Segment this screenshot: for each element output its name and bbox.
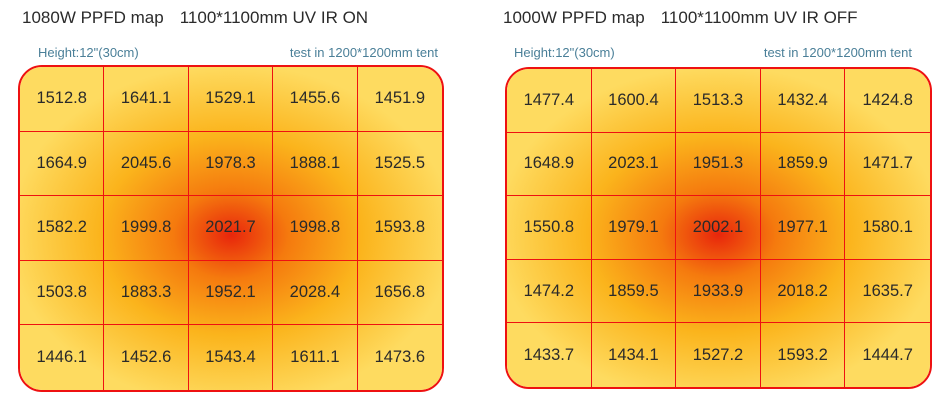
value-grid: 1477.4 1600.4 1513.3 1432.4 1424.8 1648.9 2023… xyxy=(507,69,930,387)
ppfd-cell: 1550.8 xyxy=(507,196,592,260)
ppfd-cell: 1999.8 xyxy=(104,196,189,261)
right-height-note: Height:12"(30cm) xyxy=(514,45,615,60)
value-grid: 1512.8 1641.1 1529.1 1455.6 1451.9 1664.9 2045… xyxy=(20,67,442,390)
ppfd-cell: 1611.1 xyxy=(273,325,358,390)
ppfd-cell: 1474.2 xyxy=(507,259,592,324)
ppfd-cell: 1451.9 xyxy=(357,67,442,132)
ppfd-cell: 1525.5 xyxy=(357,132,442,197)
ppfd-cell: 1434.1 xyxy=(592,323,677,387)
ppfd-cell: 1452.6 xyxy=(104,325,189,390)
right-ppfd-heatmap: 1477.4 1600.4 1513.3 1432.4 1424.8 1648.9 2023… xyxy=(505,67,932,389)
left-height-note: Height:12"(30cm) xyxy=(38,45,139,60)
left-ppfd-heatmap: 1512.8 1641.1 1529.1 1455.6 1451.9 1664.9 2045… xyxy=(18,65,444,392)
ppfd-cell: 1527.2 xyxy=(676,323,761,387)
ppfd-cell: 1432.4 xyxy=(760,69,846,133)
ppfd-cell: 1664.9 xyxy=(20,131,105,197)
ppfd-cell: 1593.8 xyxy=(357,196,442,261)
ppfd-cell: 1979.1 xyxy=(591,196,677,260)
ppfd-cell: 1543.4 xyxy=(189,325,274,390)
ppfd-cell: 1593.2 xyxy=(761,323,846,387)
ppfd-cell: 1512.8 xyxy=(20,67,105,132)
ppfd-cell: 1529.1 xyxy=(188,67,274,132)
right-panel-title: 1000W PPFD map 1100*1100mm UV IR OFF xyxy=(503,8,858,28)
ppfd-cell: 1648.9 xyxy=(507,132,592,197)
ppfd-cell: 1455.6 xyxy=(273,67,358,132)
right-subtitle-text: 1100*1100mm UV IR OFF xyxy=(660,8,858,27)
left-subtitle-text: 1100*1100mm UV IR ON xyxy=(179,8,369,27)
ppfd-cell: 1859.5 xyxy=(591,259,677,324)
ppfd-cell: 1641.1 xyxy=(104,67,189,132)
ppfd-cell: 1477.4 xyxy=(507,69,592,133)
ppfd-cell: 2018.2 xyxy=(760,259,846,324)
left-panel-title: 1080W PPFD map 1100*1100mm UV IR ON xyxy=(22,8,368,28)
ppfd-cell: 1433.7 xyxy=(507,323,592,387)
heat-gradient xyxy=(20,67,442,390)
ppfd-cell: 1933.9 xyxy=(676,259,761,324)
ppfd-cell: 2028.4 xyxy=(273,260,358,326)
ppfd-cell: 1883.3 xyxy=(104,260,189,326)
ppfd-cell: 1582.2 xyxy=(20,196,105,261)
ppfd-cell: 1424.8 xyxy=(845,69,930,133)
ppfd-cell: 1859.9 xyxy=(760,132,846,197)
ppfd-cell: 2023.1 xyxy=(591,132,677,197)
ppfd-cell: 1952.1 xyxy=(188,260,274,326)
ppfd-cell: 1513.3 xyxy=(676,69,761,133)
ppfd-cell: 2021.7 xyxy=(188,196,274,261)
ppfd-cell: 1998.8 xyxy=(273,196,358,261)
right-tent-note: test in 1200*1200mm tent xyxy=(763,45,912,60)
ppfd-cell: 1888.1 xyxy=(273,131,358,197)
ppfd-cell: 1978.3 xyxy=(188,131,274,197)
ppfd-cell: 1656.8 xyxy=(357,261,442,326)
left-tent-note: test in 1200*1200mm tent xyxy=(289,45,438,60)
ppfd-cell: 2002.1 xyxy=(676,196,761,260)
left-title-text: 1080W PPFD map xyxy=(22,8,164,27)
right-title-text: 1000W PPFD map xyxy=(503,8,645,27)
ppfd-cell: 1580.1 xyxy=(845,196,930,260)
ppfd-cell: 1600.4 xyxy=(591,69,677,133)
ppfd-cell: 1444.7 xyxy=(862,345,913,364)
ppfd-cell: 1977.1 xyxy=(760,196,846,260)
ppfd-cell: 1503.8 xyxy=(20,260,105,326)
ppfd-cell: 1471.7 xyxy=(845,133,930,197)
ppfd-cell: 1635.7 xyxy=(845,260,930,324)
ppfd-cell: 1951.3 xyxy=(676,132,761,197)
ppfd-cell: 1473.6 xyxy=(374,348,426,367)
ppfd-cell: 1446.1 xyxy=(20,325,105,390)
heat-gradient xyxy=(507,69,930,387)
ppfd-cell: 2045.6 xyxy=(104,131,189,197)
